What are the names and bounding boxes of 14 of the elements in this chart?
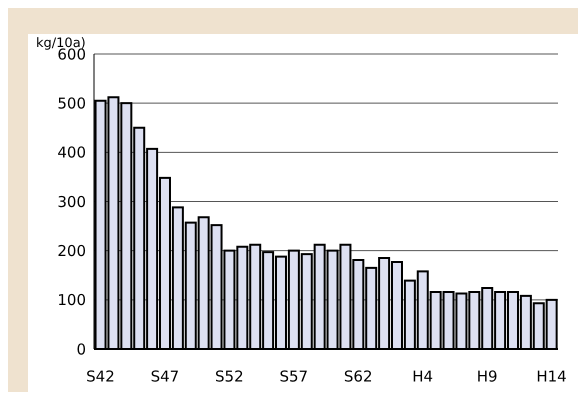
y-tick-label: 300: [57, 192, 86, 211]
x-tick-label: S47: [150, 368, 180, 386]
y-tick-label: 400: [57, 144, 86, 162]
y-tick-label: 200: [57, 242, 86, 260]
y-tick-label: 100: [57, 291, 86, 310]
x-tick-label: S42: [86, 368, 115, 386]
x-tick-label: H9: [476, 368, 498, 386]
y-tick-label: 0: [76, 340, 86, 358]
y-tick-label: 500: [57, 94, 86, 112]
x-tick-label: S57: [279, 368, 308, 386]
x-tick-label: H14: [536, 368, 567, 386]
x-tick-label: H4: [412, 368, 434, 386]
x-tick-label: S62: [344, 368, 373, 386]
x-tick-label: S52: [215, 368, 244, 386]
